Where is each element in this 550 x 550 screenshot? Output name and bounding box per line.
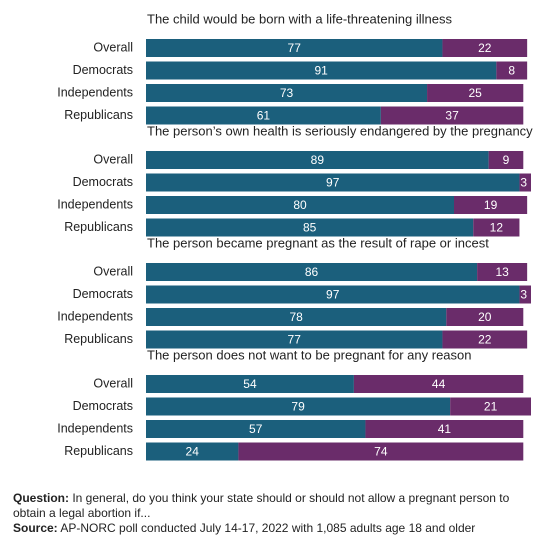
panel-title: The person does not want to be pregnant …: [147, 347, 472, 362]
notes: Question: In general, do you think your …: [13, 491, 541, 536]
value-label: 61: [257, 109, 271, 123]
value-label: 89: [311, 153, 325, 167]
category-label: Democrats: [73, 287, 133, 301]
question: Question: In general, do you think your …: [13, 491, 541, 521]
value-label: 8: [508, 64, 515, 78]
bar-segment: [496, 61, 528, 80]
value-label: 54: [243, 377, 257, 391]
source-text: AP-NORC poll conducted July 14-17, 2022 …: [60, 521, 476, 535]
value-label: 97: [326, 176, 340, 190]
bar-segment: [427, 84, 524, 102]
value-label: 85: [303, 221, 317, 235]
panel-title: The child would be born with a life-thre…: [147, 11, 452, 26]
value-label: 86: [305, 265, 319, 279]
value-label: 77: [288, 41, 302, 55]
bar-segment: [146, 218, 474, 237]
category-label: Overall: [93, 376, 133, 390]
value-label: 44: [432, 377, 446, 391]
bar-segment: [519, 285, 531, 304]
bar-segment: [146, 39, 443, 57]
category-label: Overall: [93, 264, 133, 278]
bar-segment: [146, 263, 478, 281]
category-label: Republicans: [64, 332, 133, 346]
bar-segment: [238, 442, 524, 461]
question-label: Question:: [13, 491, 69, 505]
bar-segment: [146, 61, 497, 80]
source-label: Source:: [13, 521, 58, 535]
category-label: Independents: [57, 197, 133, 211]
chart: The child would be born with a life-thre…: [57, 11, 533, 461]
value-label: 57: [249, 422, 263, 436]
value-label: 37: [445, 109, 459, 123]
category-label: Republicans: [64, 444, 133, 458]
bar-segment: [146, 196, 454, 214]
source: Source: AP-NORC poll conducted July 14-1…: [13, 521, 541, 536]
bar-segment: [146, 151, 489, 169]
bar-segment: [450, 397, 531, 416]
bar-segment: [365, 420, 524, 438]
value-label: 19: [484, 198, 498, 212]
bar-segment: [353, 375, 524, 393]
bar-segment: [146, 173, 520, 192]
category-label: Democrats: [73, 63, 133, 77]
bar-segment: [519, 173, 531, 192]
value-label: 25: [468, 86, 482, 100]
category-label: Independents: [57, 421, 133, 435]
value-label: 3: [520, 176, 527, 190]
bar-segment: [442, 330, 528, 349]
bar-segment: [146, 106, 381, 125]
bar-segment: [146, 375, 354, 393]
bar-segment: [146, 397, 451, 416]
category-label: Democrats: [73, 175, 133, 189]
bar-segment: [146, 285, 520, 304]
category-label: Independents: [57, 85, 133, 99]
value-label: 97: [326, 288, 340, 302]
value-label: 12: [490, 221, 504, 235]
category-label: Republicans: [64, 108, 133, 122]
category-label: Overall: [93, 40, 133, 54]
value-label: 77: [288, 333, 302, 347]
value-label: 91: [314, 64, 328, 78]
value-label: 22: [478, 333, 492, 347]
value-label: 20: [478, 310, 492, 324]
bar-segment: [488, 151, 524, 169]
value-label: 22: [478, 41, 492, 55]
bar-segment: [146, 330, 443, 349]
category-label: Democrats: [73, 399, 133, 413]
bar-segment: [446, 308, 524, 326]
value-label: 21: [484, 400, 498, 414]
value-label: 24: [186, 445, 200, 459]
value-label: 41: [438, 422, 452, 436]
category-label: Overall: [93, 152, 133, 166]
bar-segment: [477, 263, 528, 281]
value-label: 80: [293, 198, 307, 212]
bar-segment: [473, 218, 520, 237]
bar-segment: [442, 39, 528, 57]
value-label: 9: [503, 153, 510, 167]
bar-segment: [454, 196, 528, 214]
value-label: 3: [520, 288, 527, 302]
category-label: Independents: [57, 309, 133, 323]
value-label: 73: [280, 86, 294, 100]
panel-title: The person’s own health is seriously end…: [147, 123, 533, 138]
bar-segment: [146, 442, 239, 461]
category-label: Republicans: [64, 220, 133, 234]
value-label: 13: [495, 265, 509, 279]
value-label: 78: [289, 310, 303, 324]
bar-segment: [380, 106, 524, 125]
bar-segment: [146, 308, 447, 326]
value-label: 79: [291, 400, 305, 414]
value-label: 74: [374, 445, 388, 459]
panel-title: The person became pregnant as the result…: [147, 235, 489, 250]
bar-segment: [146, 84, 428, 102]
question-text: In general, do you think your state shou…: [13, 491, 510, 520]
bar-segment: [146, 420, 366, 438]
